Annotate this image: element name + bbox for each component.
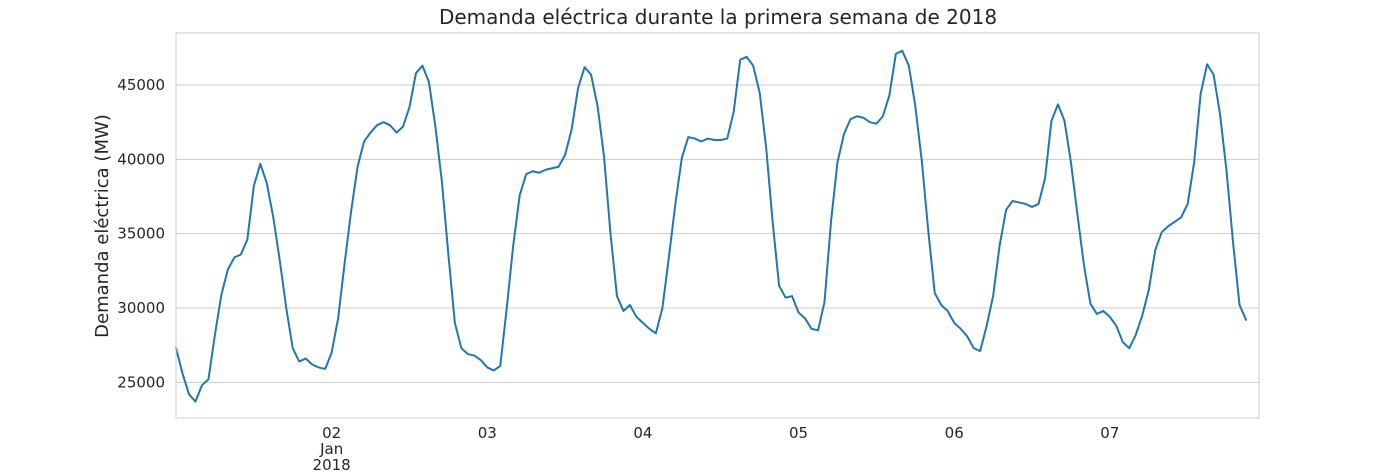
y-tick-label: 25000 [117,373,165,391]
x-tick-label: 04 [633,424,652,442]
x-tick-label: 06 [945,424,964,442]
x-tick-label: 2018 [313,456,351,473]
x-tick-label: 05 [789,424,808,442]
x-tick-label: Jan [319,440,343,458]
y-tick-label: 40000 [117,150,165,168]
y-tick-label: 30000 [117,299,165,317]
y-tick-label: 35000 [117,225,165,243]
plot-frame [175,32,1260,419]
series-layer [175,49,1248,403]
y-tick-label: 45000 [117,76,165,94]
y-axis-label: Demanda eléctrica (MW) [92,114,113,338]
grid-layer [176,84,1259,383]
x-tick-label: 07 [1100,424,1119,442]
x-tick-label: 02 [322,424,341,442]
y-tick-labels: 25000 30000 35000 40000 45000 [117,76,165,391]
chart-title: Demanda eléctrica durante la primera sem… [439,5,997,29]
x-tick-label: 03 [478,424,497,442]
series-line [175,49,1248,403]
